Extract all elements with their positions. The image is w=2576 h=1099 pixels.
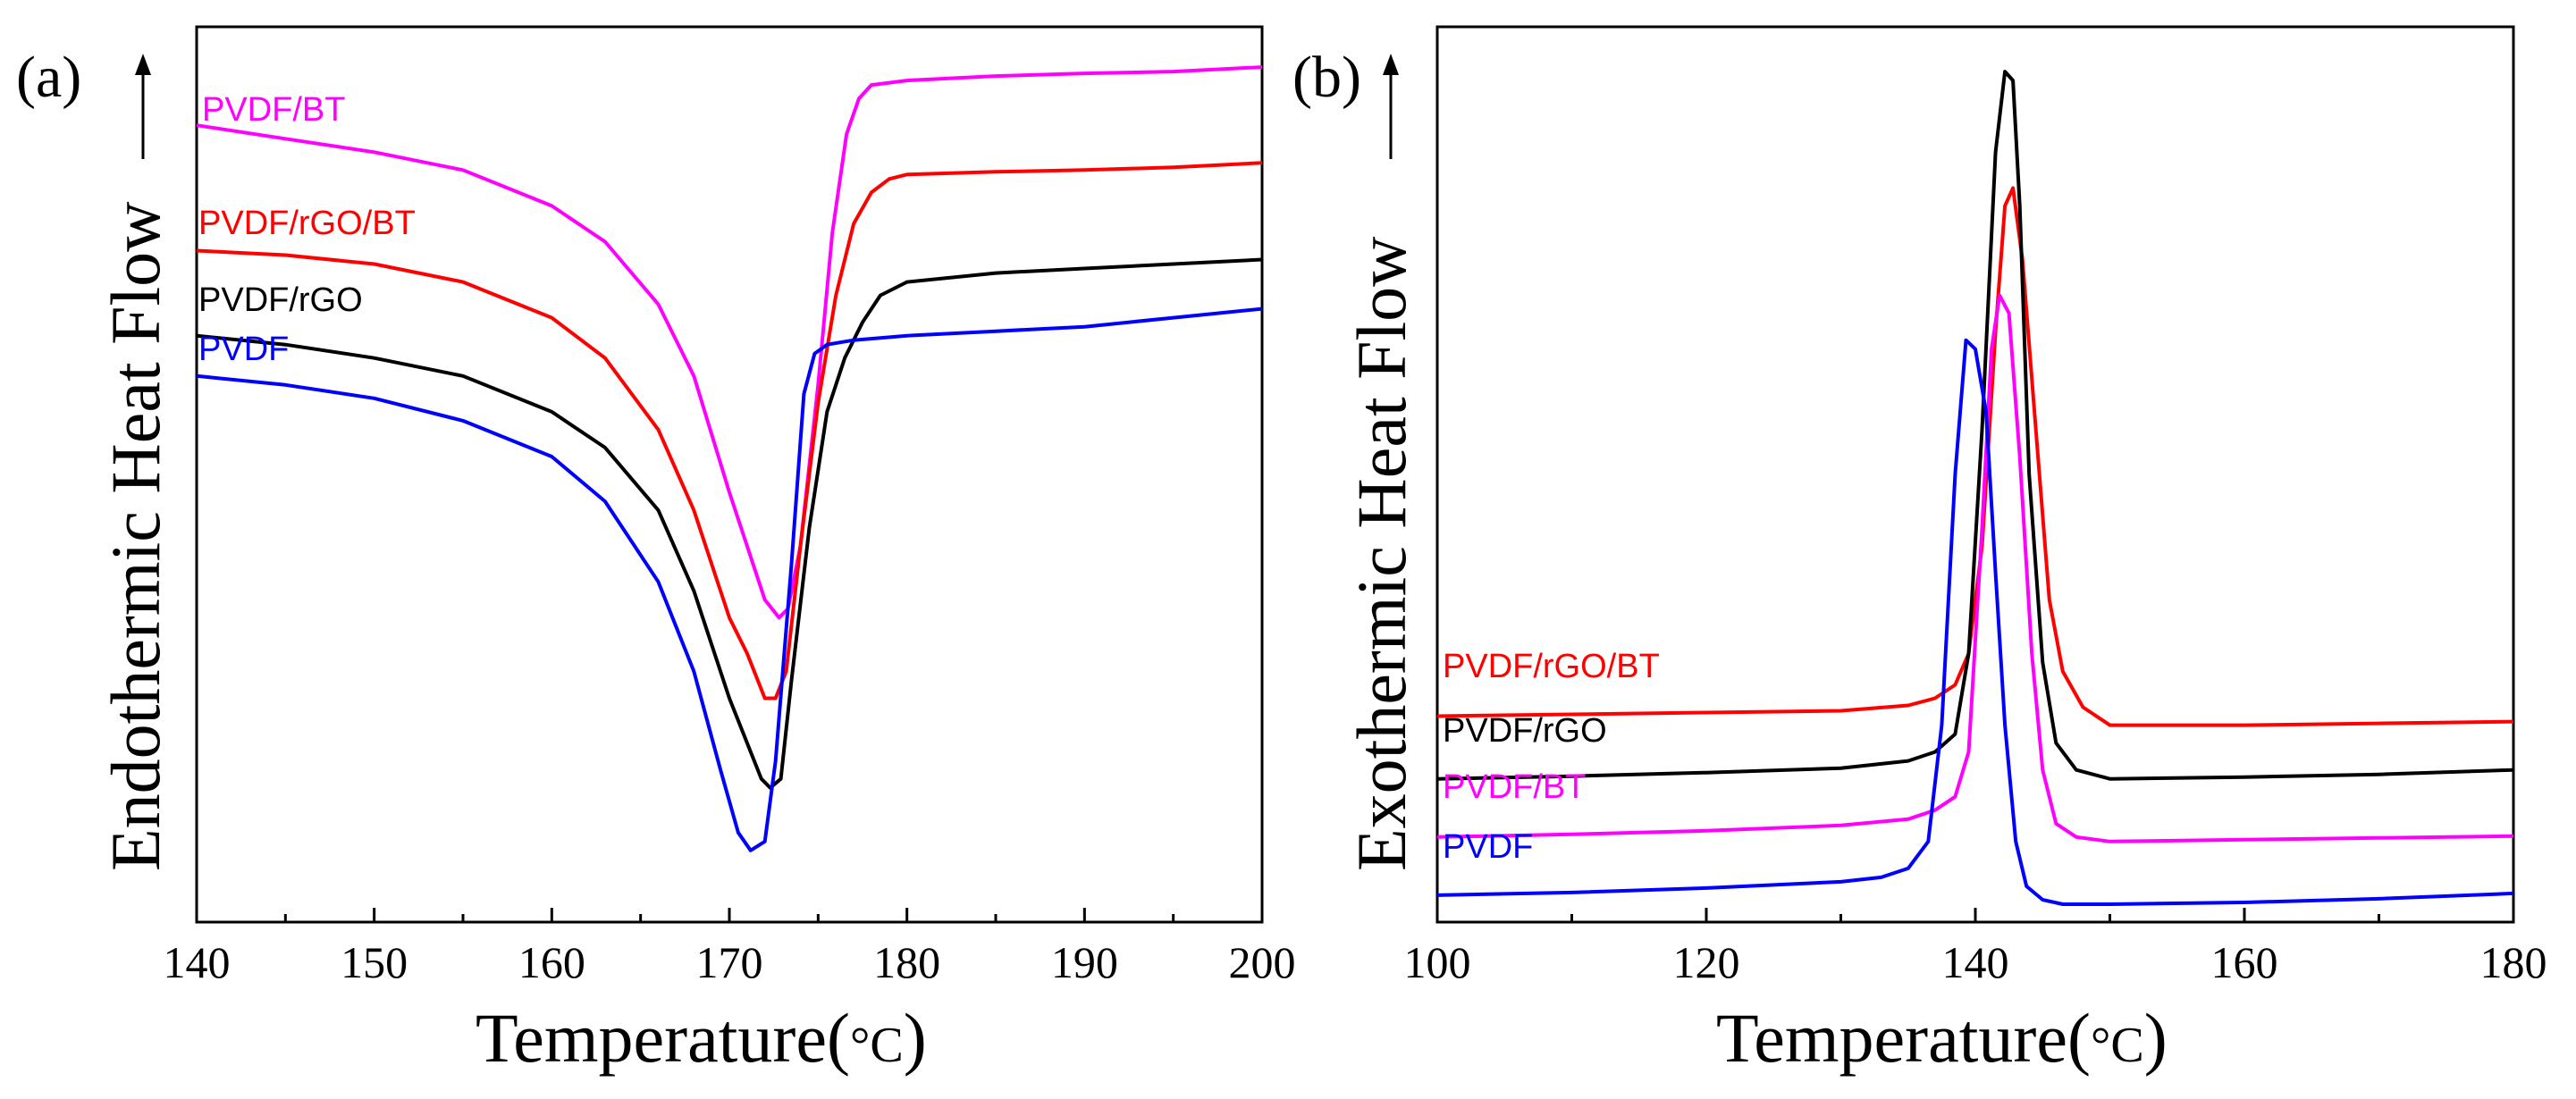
panel-b-x-axis-title: Temperature(°C) [1716, 999, 2168, 1077]
panel-a-tick-labels: 140 150 160 170 180 190 200 [164, 937, 1296, 987]
panel-b-x-tick-label: 120 [1673, 937, 1740, 987]
panel-a-x-tick-label: 190 [1051, 937, 1118, 987]
panel-a-x-tick-label: 160 [518, 937, 585, 987]
panel-a-y-axis-arrow [135, 54, 151, 159]
panel-a-x-tick-label: 200 [1229, 937, 1296, 987]
panel-b-y-axis-title: Exothermic Heat Flow [1343, 237, 1420, 872]
panel-b-x-axis-unit: °C [2091, 1018, 2144, 1073]
panel-a-series-pvdf-rgo-bt-line [196, 161, 1263, 701]
panel-a-label: (a) [16, 45, 81, 110]
panel-b-legend-pvdf-rgo-bt: PVDF/rGO/BT [1443, 648, 1660, 685]
panel-a-series-pvdf-rgo-line [196, 257, 1263, 790]
panel-a-x-tick-label: 150 [341, 937, 408, 987]
panel-b-tick-labels: 100 120 140 160 180 [1404, 937, 2547, 987]
panel-b-series-pvdf-bt-line [1436, 293, 2514, 843]
panel-a-x-tick-label: 180 [873, 937, 940, 987]
panel-a-legend-pvdf-rgo: PVDF/rGO [198, 281, 363, 319]
panel-a-legend-pvdf: PVDF [198, 331, 289, 368]
panel-b-series [1436, 70, 2514, 906]
panel-b-series-pvdf-line [1436, 338, 2514, 906]
panel-a: (a) 140 150 160 170 180 190 200 PVDF/BT PVDF/r… [16, 25, 1296, 1077]
panel-a-x-tick-label: 170 [696, 937, 763, 987]
panel-a-series-pvdf-line [196, 306, 1263, 852]
panel-a-series-pvdf-bt-line [196, 65, 1263, 620]
panel-a-y-axis-title: Endothermic Heat Flow [97, 202, 174, 872]
panel-b-ticks [1435, 908, 2515, 922]
panel-b-x-tick-label: 160 [2211, 937, 2278, 987]
panel-b-x-tick-label: 180 [2480, 937, 2547, 987]
panel-b-plot-frame [1435, 25, 2515, 924]
panel-b-legend-pvdf: PVDF [1443, 828, 1533, 866]
panel-b-legend-pvdf-rgo: PVDF/rGO [1443, 712, 1607, 750]
panel-a-plot-frame [195, 25, 1264, 924]
panel-b: (b) 100 120 140 160 180 PVDF/rGO/BT PVDF/rGO… [1292, 25, 2547, 1077]
panel-b-series-pvdf-rgo-line [1436, 70, 2514, 781]
panel-b-series-pvdf-rgo-bt-line [1436, 186, 2514, 727]
panel-b-x-axis-title-text: Temperature( [1716, 999, 2091, 1077]
panel-b-x-tick-label: 140 [1942, 937, 2009, 987]
panel-b-x-tick-label: 100 [1404, 937, 1471, 987]
panel-b-legend-pvdf-bt: PVDF/BT [1443, 768, 1586, 806]
panel-b-x-axis-close: ) [2144, 999, 2168, 1077]
panel-b-y-axis-arrow [1383, 54, 1399, 159]
panel-b-label: (b) [1292, 45, 1361, 110]
panel-a-x-axis-title: Temperature(°C) [476, 999, 927, 1077]
panel-a-x-axis-title-text: Temperature( [476, 999, 850, 1077]
panel-a-series [196, 65, 1263, 852]
panel-a-x-axis-unit: °C [850, 1018, 904, 1073]
panel-a-ticks [195, 908, 1264, 922]
panel-a-x-axis-close: ) [904, 999, 927, 1077]
panel-a-x-tick-label: 140 [164, 937, 231, 987]
panel-a-legend-pvdf-rgo-bt: PVDF/rGO/BT [198, 205, 416, 242]
panel-a-legend-pvdf-bt: PVDF/BT [202, 91, 345, 129]
